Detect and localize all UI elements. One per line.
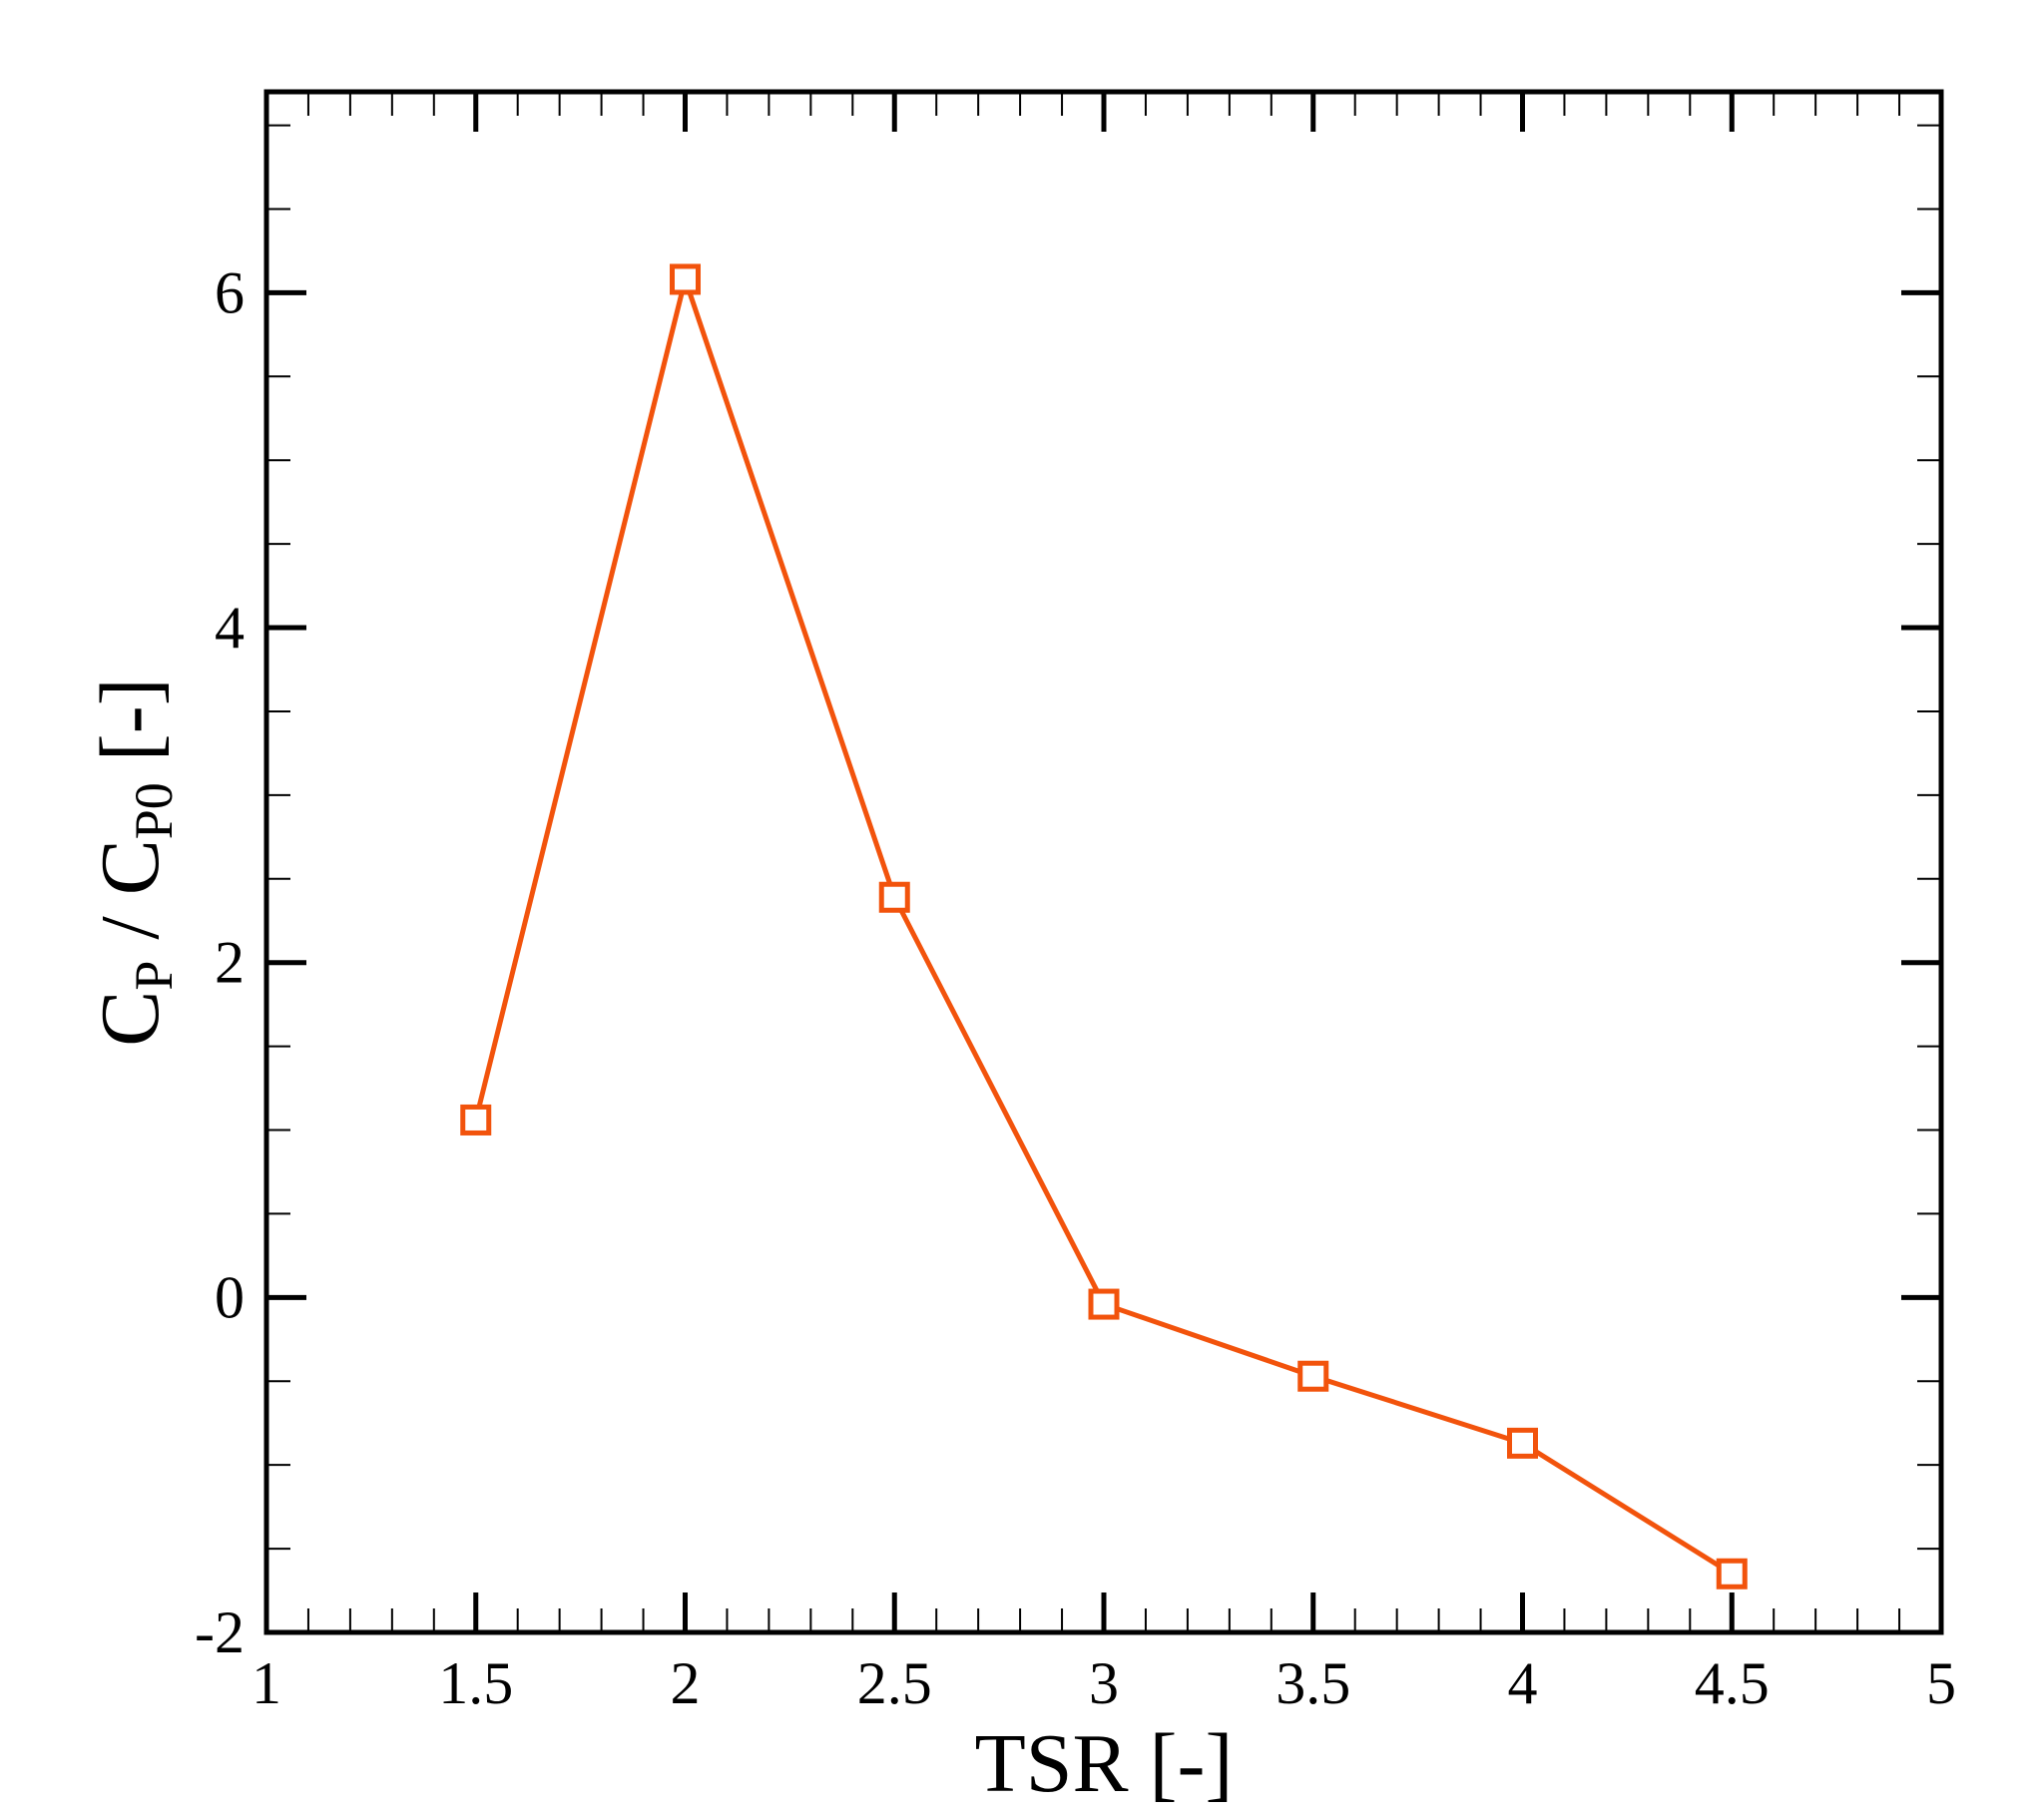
data-point-marker [1297,1360,1329,1392]
y-axis-title-sub-p0: P0 [124,782,184,839]
series-line [473,276,1734,1577]
x-tick-label: 1.5 [438,1650,513,1716]
y-axis-title-sub-p: P [124,961,184,991]
data-point-marker [1716,1558,1748,1590]
minor-ticks [266,92,1941,1632]
x-tick-label: 4 [1508,1650,1538,1716]
y-tick-label: -2 [195,1599,245,1665]
y-tick-label: 2 [215,930,245,996]
y-tick-label: 4 [215,595,245,661]
y-tick-labels: -2 0 2 4 6 [195,259,245,1665]
x-tick-labels: 1 1.5 2 2.5 3 3.5 4 4.5 5 [252,1650,1956,1716]
x-tick-label: 5 [1926,1650,1956,1716]
x-tick-label: 3.5 [1276,1650,1350,1716]
data-point-marker [460,1104,492,1136]
data-point-marker [1088,1288,1120,1320]
y-axis-title-c: C [84,991,177,1047]
y-axis-title-mid: / C [84,839,177,960]
y-axis-title: CP / CP0 [-] [84,678,184,1046]
data-point-marker [1507,1427,1538,1459]
x-tick-label: 4.5 [1695,1650,1770,1716]
series-group [460,263,1748,1590]
plot-frame [263,89,1944,1635]
x-tick-label: 2 [671,1650,701,1716]
y-axis-title-unit: [-] [84,678,177,782]
x-tick-label: 3 [1089,1650,1119,1716]
y-tick-label: 6 [215,259,245,325]
data-point-marker [878,881,910,913]
x-axis-title: TSR [-] [975,1717,1234,1810]
y-tick-label: 0 [215,1264,245,1330]
major-ticks [263,92,1944,1635]
data-point-marker [670,263,701,295]
x-tick-label: 2.5 [857,1650,932,1716]
x-tick-label: 1 [252,1650,281,1716]
